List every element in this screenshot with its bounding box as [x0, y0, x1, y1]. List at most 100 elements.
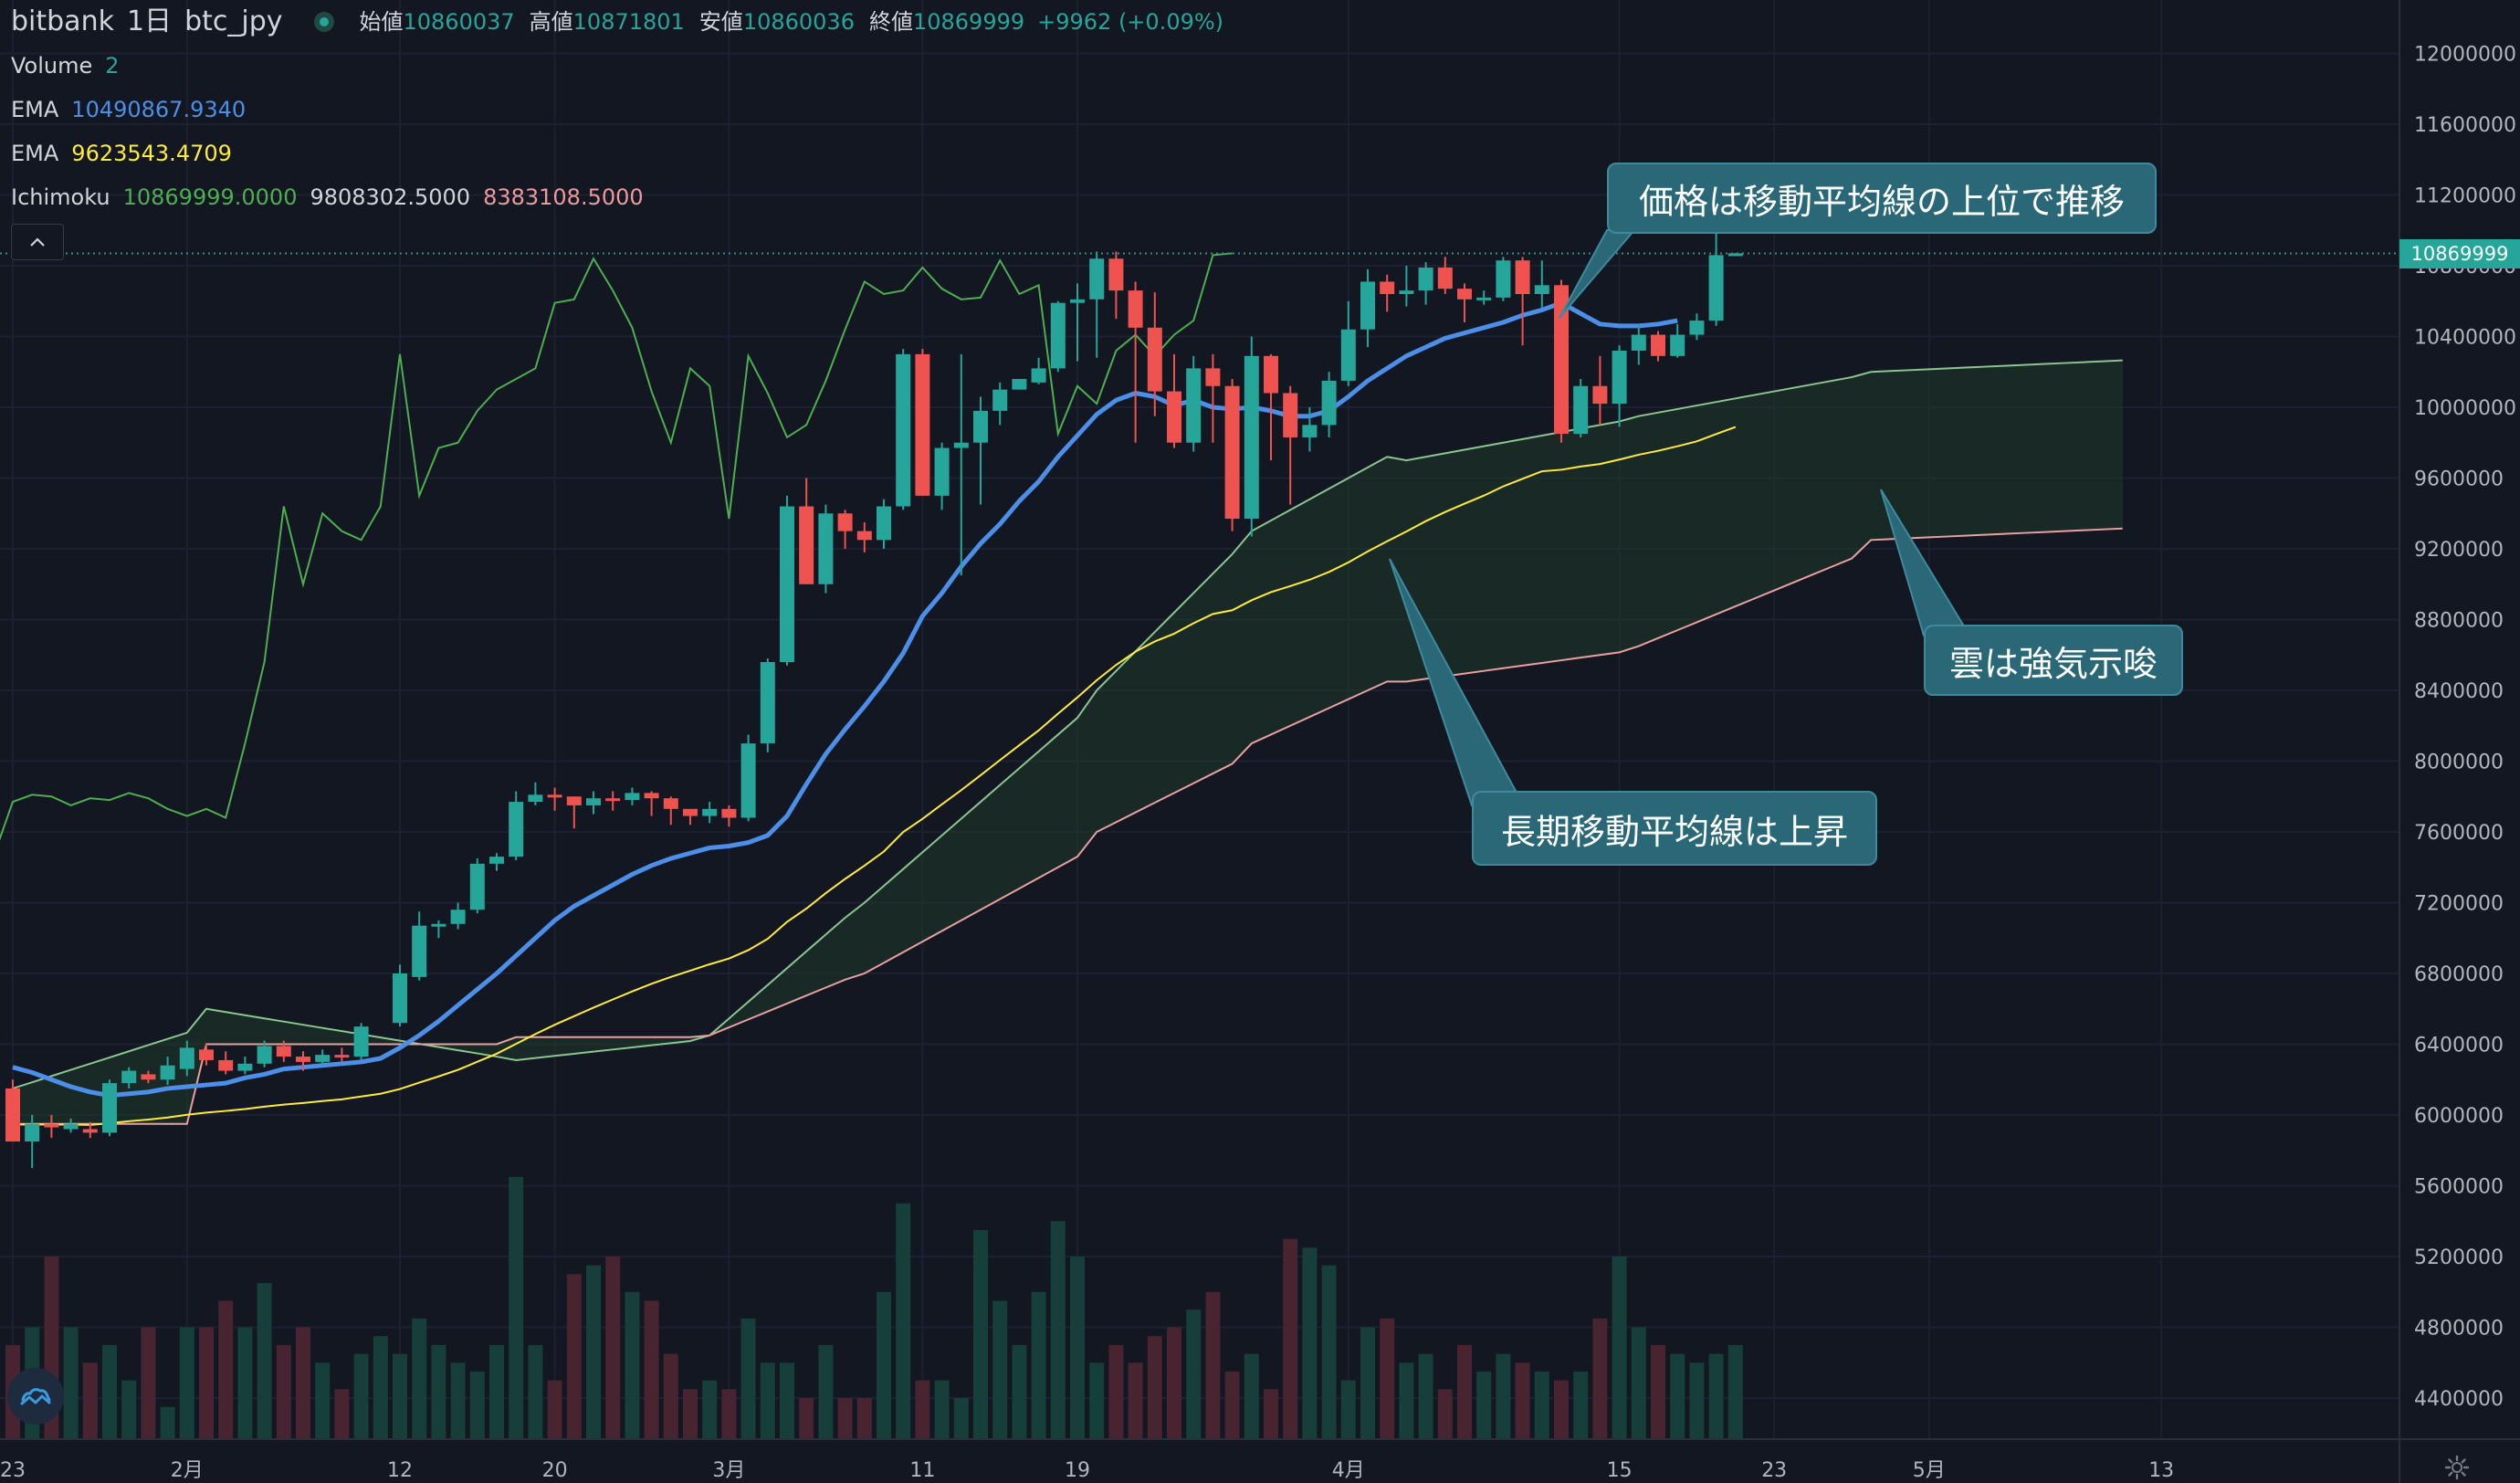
volume-bar [915, 1380, 930, 1439]
ema-slow-label: EMA [11, 141, 59, 166]
volume-bar [856, 1398, 872, 1439]
candle-body [1224, 385, 1240, 520]
exchange-name[interactable]: bitbank [11, 5, 114, 37]
candle-body [992, 389, 1008, 411]
candle-body [509, 802, 524, 857]
volume-value: 2 [105, 53, 120, 79]
candle-body [257, 1046, 272, 1064]
time-axis-tick: 5月 [1913, 1459, 1946, 1482]
candle-body [1302, 425, 1318, 437]
ichimoku-legend[interactable]: Ichimoku 10869999.0000 9808302.5000 8383… [11, 175, 1223, 219]
volume-bar [1515, 1362, 1530, 1439]
volume-label: Volume [11, 53, 93, 79]
time-axis-tick: 13 [2148, 1459, 2174, 1482]
ema-fast-line [12, 300, 1678, 1099]
candle-body [489, 857, 504, 864]
volume-bar [1012, 1344, 1027, 1439]
callout-long-ma-rising[interactable]: 長期移動平均線は上昇 [1472, 791, 1877, 866]
volume-bar [1496, 1353, 1511, 1439]
candle-body [760, 662, 775, 744]
price-axis-tick: 9600000 [2414, 468, 2504, 491]
market-status-icon [313, 12, 334, 32]
ichimoku-cloud [13, 360, 2123, 1124]
ema-fast-value: 10490867.9340 [71, 97, 247, 122]
callout-price-above-ma[interactable]: 価格は移動平均線の上位で推移 [1607, 163, 2157, 234]
volume-bar [992, 1300, 1008, 1439]
price-axis-tick: 8000000 [2414, 752, 2504, 774]
candle-body [1631, 334, 1646, 351]
candle-body [315, 1055, 331, 1062]
candle-body [1418, 267, 1433, 291]
volume-bar [1283, 1238, 1298, 1439]
candle-body [915, 353, 930, 496]
volume-bar [702, 1380, 718, 1439]
candle-body [1321, 380, 1337, 426]
candle-body [837, 513, 853, 531]
price-axis-tick: 8800000 [2414, 610, 2504, 633]
candle-body [586, 798, 601, 805]
volume-bar [837, 1398, 853, 1439]
ema-fast-legend[interactable]: EMA 10490867.9340 [11, 88, 1223, 131]
candle-body [1727, 253, 1743, 257]
price-axis-tick: 5600000 [2414, 1176, 2504, 1199]
collapse-legend-button[interactable] [11, 224, 64, 260]
callout-text: 雲は強気示唆 [1948, 643, 2158, 684]
time-axis-tick: 12 [387, 1459, 413, 1482]
volume-bar [276, 1344, 291, 1439]
time-axis-tick: 23 [1761, 1459, 1787, 1482]
volume-bar [257, 1283, 272, 1439]
volume-bar [373, 1336, 388, 1439]
ohlc-open: 始値10860037 [359, 9, 515, 35]
price-axis-tick: 11600000 [2414, 114, 2516, 137]
price-axis-tick: 10000000 [2414, 397, 2516, 420]
volume-bar [663, 1353, 678, 1439]
price-axis-tick: 6000000 [2414, 1105, 2504, 1128]
price-axis-tick: 6400000 [2414, 1035, 2504, 1057]
volume-bar [1689, 1362, 1705, 1439]
volume-bar [1651, 1344, 1665, 1439]
candle-body [1573, 385, 1589, 435]
candle-body [353, 1026, 369, 1057]
volume-bar [1534, 1371, 1549, 1439]
volume-bar [1205, 1291, 1221, 1439]
price-axis-tick: 12000000 [2414, 44, 2516, 67]
time-axis-tick: 15 [1607, 1459, 1633, 1482]
time-axis-tick: 2月 [171, 1459, 204, 1482]
interval[interactable]: 1日 [126, 5, 173, 37]
settings-gear-icon[interactable] [2443, 1454, 2471, 1481]
price-axis-tick: 6800000 [2414, 963, 2504, 986]
volume-bar [1670, 1353, 1685, 1439]
volume-bar [1380, 1318, 1395, 1439]
candle-body [1031, 368, 1046, 383]
volume-bar [1031, 1291, 1046, 1439]
chevron-up-icon [30, 237, 45, 247]
candle-body [1108, 258, 1124, 291]
candle-body [973, 410, 988, 443]
symbol-name[interactable]: btc_jpy [184, 5, 283, 37]
candle-body [1476, 297, 1492, 300]
volume-bar [1437, 1389, 1453, 1439]
price-axis-tick: 5200000 [2414, 1246, 2504, 1269]
volume-bar [431, 1344, 446, 1439]
volume-bar [63, 1327, 79, 1439]
ohlc-high: 高値10871801 [529, 9, 685, 35]
volume-bar [353, 1353, 369, 1439]
candle-body [63, 1123, 79, 1130]
volume-bar [547, 1380, 562, 1439]
ichimoku-value-2: 9808302.5000 [310, 184, 471, 210]
volume-bar [121, 1380, 137, 1439]
volume-bar [760, 1362, 775, 1439]
volume-bar [605, 1257, 621, 1439]
volume-bar [450, 1362, 466, 1439]
tradingview-logo[interactable] [7, 1368, 64, 1425]
ema-slow-legend[interactable]: EMA 9623543.4709 [11, 131, 1223, 175]
candle-body [1070, 299, 1085, 303]
candle-body [683, 808, 698, 816]
ichimoku-value-1: 10869999.0000 [122, 184, 298, 210]
volume-legend[interactable]: Volume 2 [11, 44, 1223, 88]
callout-cloud-bullish[interactable]: 雲は強気示唆 [1924, 625, 2183, 696]
candle-body [663, 798, 678, 809]
volume-bar [1708, 1353, 1724, 1439]
volume-bar [586, 1265, 601, 1439]
